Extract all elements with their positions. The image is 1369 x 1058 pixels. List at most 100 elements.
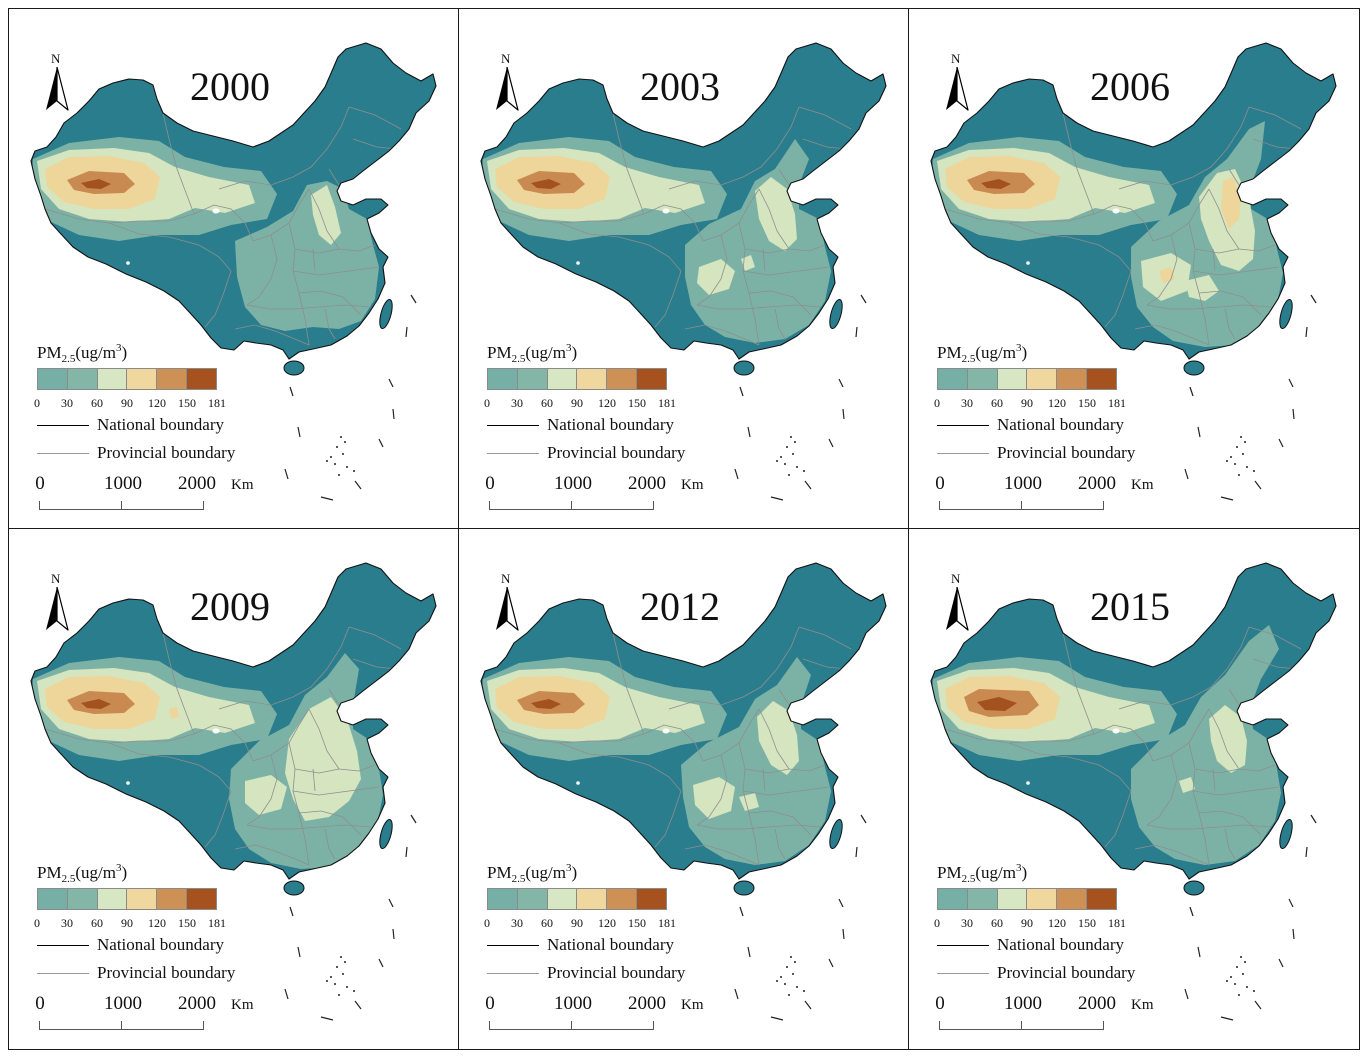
scale-label: 2000 (1078, 473, 1116, 494)
legend-tick-label: 0 (34, 396, 40, 410)
scale-unit: Km (1131, 477, 1154, 493)
south-sea-island-dot (340, 956, 342, 958)
pm25-zones (931, 625, 1302, 866)
legend-swatch (488, 889, 518, 909)
south-sea-island-dot (1242, 973, 1244, 975)
south-sea-dash (804, 1000, 812, 1010)
provincial-boundary-line (1224, 828, 1236, 860)
south-sea-island-dot (794, 961, 796, 963)
legend-tick-label: 120 (598, 916, 616, 930)
provincial-boundary-line (234, 844, 310, 866)
north-label: N (501, 51, 511, 66)
south-sea-island-dot (1230, 976, 1232, 978)
pm25-zone-level-5 (81, 179, 111, 189)
south-sea-island-dot (780, 456, 782, 458)
pm25-zone-level-2 (1179, 777, 1195, 793)
legend-title: PM2.5(ug/m3) (487, 863, 577, 885)
south-sea-island-dot (344, 961, 346, 963)
national-boundary-outline (930, 562, 1337, 880)
provincial-boundary-line (234, 324, 310, 346)
south-sea-dash (838, 898, 844, 908)
lake (576, 781, 580, 785)
provincial-boundary-line (762, 248, 766, 272)
provincial-boundary-line (288, 742, 310, 866)
south-sea-dash (828, 958, 834, 968)
legend-title-subscript: 2.5 (61, 873, 76, 885)
south-sea-dash (747, 426, 751, 438)
south-sea-island-dot (784, 463, 786, 465)
south-sea-dash (392, 408, 395, 420)
south-sea-island-dot (796, 466, 798, 468)
provincial-boundary-line (1228, 168, 1240, 186)
provincial-boundary-symbol (487, 973, 539, 974)
legend-swatch (1057, 889, 1088, 909)
provincial-boundary-line (1248, 106, 1302, 130)
legend-swatch (577, 369, 608, 389)
legend-swatch (997, 889, 1028, 909)
scale-bar-tick (39, 501, 40, 509)
lake (662, 728, 670, 734)
legend-swatch (67, 889, 98, 909)
map-panel: N 2009 PM2.5(ug/m3) 0 30 60 90 120 150 181 Nat… (9, 529, 459, 1049)
legend-tick-label: 60 (991, 916, 1003, 930)
provincial-boundary-line (218, 106, 350, 190)
lake (576, 261, 580, 265)
scale-unit: Km (681, 997, 704, 1013)
scale-label: 2000 (628, 473, 666, 494)
south-sea-dash (289, 386, 294, 397)
legend-title-unit: (ug/m (975, 863, 1016, 882)
legend-tick-label: 150 (178, 396, 196, 410)
legend-color-bar (37, 888, 217, 910)
scale-label: 2000 (178, 993, 216, 1014)
legend-tick-label: 150 (628, 396, 646, 410)
south-sea-dash (1292, 408, 1295, 420)
provincial-boundary-line (748, 810, 812, 836)
south-sea-island-dot (336, 446, 338, 448)
south-sea-island-dot (330, 976, 332, 978)
legend-tick-label: 30 (511, 396, 523, 410)
south-sea-island-dot (338, 474, 340, 476)
provincial-boundary-line (654, 790, 682, 848)
pm25-zone-level-2 (741, 255, 755, 271)
provincial-boundary-line (762, 768, 766, 792)
south-sea-island-dot (796, 986, 798, 988)
provincial-boundary-line (308, 188, 376, 252)
provincial-boundary-line (246, 754, 278, 826)
south-sea-dash (284, 468, 289, 480)
legend-title-unit: (ug/m (75, 343, 116, 362)
legend-tick-label: 181 (1108, 916, 1126, 930)
scale-label: 1000 (104, 473, 142, 494)
provincial-boundary-line (204, 270, 232, 328)
island-taiwan (1279, 818, 1293, 850)
scale-label: 0 (35, 473, 45, 494)
legend-tick-label: 150 (628, 916, 646, 930)
legend-tick-label: 120 (148, 396, 166, 410)
legend-title: PM2.5(ug/m3) (937, 863, 1027, 885)
south-sea-dash (1288, 898, 1294, 908)
south-sea-dash (842, 928, 845, 940)
scale-label: 1000 (554, 993, 592, 1014)
pm25-zone-level-2 (757, 701, 799, 775)
south-sea-island-dot (1230, 456, 1232, 458)
legend-color-bar (37, 368, 217, 390)
south-sea-dash (1310, 814, 1317, 824)
legend-title-unit: (ug/m (75, 863, 116, 882)
legend-tick-label: 30 (61, 396, 73, 410)
scale-label: 1000 (554, 473, 592, 494)
provincial-boundary-line (1146, 234, 1178, 306)
legend-tick-label: 60 (541, 396, 553, 410)
south-sea-island-dot (1226, 460, 1228, 462)
provincial-boundary-symbol (487, 453, 539, 454)
legend-swatch (97, 889, 128, 909)
national-boundary-label: National boundary (97, 415, 224, 434)
provincial-boundary-line (312, 768, 316, 792)
legend-tick-label: 150 (178, 916, 196, 930)
legend-tick-label: 150 (1078, 396, 1096, 410)
provincial-boundary-line (802, 138, 848, 150)
provincial-boundary-line (774, 828, 786, 860)
pm25-zone-level-5 (531, 699, 561, 709)
scale-label: 0 (935, 473, 945, 494)
legend-tick-label: 90 (571, 916, 583, 930)
scale-bar-tick (1021, 1021, 1022, 1029)
south-sea-island-dot (803, 470, 805, 472)
